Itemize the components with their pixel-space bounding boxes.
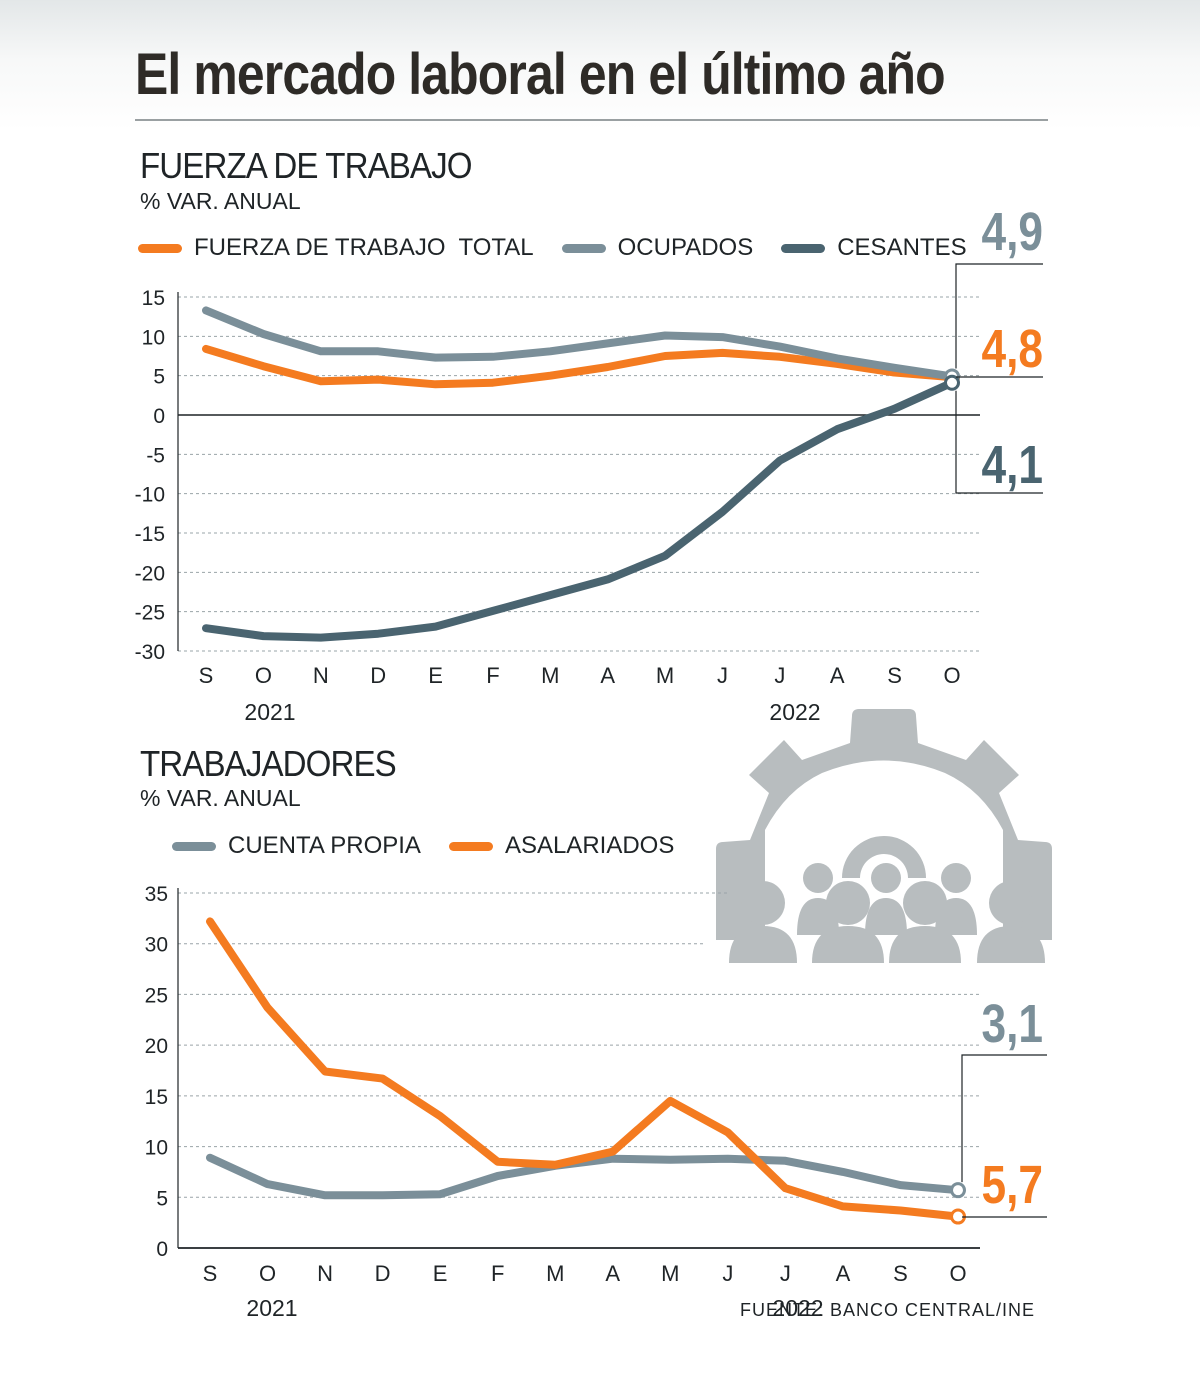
x-tick-label: O [943, 663, 960, 688]
year-label: 2021 [244, 699, 295, 725]
x-tick-label: M [661, 1261, 679, 1286]
callout-bracket [955, 263, 1043, 369]
series-line [206, 1153, 962, 1200]
y-tick-label: -10 [135, 484, 165, 507]
x-tick-label: A [830, 663, 845, 688]
chart1-subtitle: % VAR. ANUAL [140, 188, 301, 214]
x-tick-label: D [370, 663, 386, 688]
y-tick-label: 35 [145, 883, 168, 906]
legend-label: CUENTA PROPIA [228, 832, 421, 859]
x-tick-label: F [491, 1261, 504, 1286]
x-tick-label: J [774, 663, 785, 688]
series-line [206, 917, 962, 1221]
x-tick-label: A [836, 1261, 851, 1286]
year-label: 2022 [772, 1295, 823, 1321]
callout-bracket [961, 1054, 1047, 1183]
legend-label: OCUPADOS [617, 234, 754, 261]
x-tick-label: A [605, 1261, 620, 1286]
legend-label: FUERZA DE TRABAJO TOTAL [194, 234, 534, 261]
legend-item-cesantes: CESANTES [781, 234, 967, 262]
y-tick-label: 0 [156, 1238, 168, 1261]
year-label: 2022 [769, 699, 820, 725]
x-tick-label: D [375, 1261, 391, 1286]
legend-label: ASALARIADOS [504, 832, 675, 859]
page-title: El mercado laboral en el último año [135, 42, 946, 107]
y-tick-label: 20 [145, 1035, 168, 1058]
x-tick-label: E [428, 663, 443, 688]
y-tick-label: 25 [145, 984, 168, 1007]
title-divider [135, 119, 1048, 121]
x-tick-label: J [717, 663, 728, 688]
x-tick-label: N [313, 663, 329, 688]
series-line [202, 378, 956, 642]
y-tick-label: -20 [135, 562, 165, 585]
x-tick-label: S [887, 663, 902, 688]
series-line [202, 306, 956, 381]
x-tick-label: A [600, 663, 615, 688]
people-group [729, 863, 1045, 963]
x-tick-label: M [656, 663, 674, 688]
chart1-title: FUERZA DE TRABAJO [140, 145, 472, 186]
x-tick-label: M [541, 663, 559, 688]
callout-value: 4,1 [981, 435, 1043, 495]
x-tick-label: M [546, 1261, 564, 1286]
y-tick-label: 0 [153, 405, 165, 428]
y-tick-label: 10 [145, 1137, 168, 1160]
legend-swatch-dark [781, 243, 826, 253]
y-tick-label: 15 [145, 1086, 168, 1109]
legend-swatch-gray [172, 841, 216, 851]
source-note: FUENTE: BANCO CENTRAL/INE [740, 1300, 1036, 1320]
x-tick-label: N [317, 1261, 333, 1286]
y-tick-label: -30 [135, 641, 165, 664]
x-tick-label: F [486, 663, 499, 688]
chart2-title: TRABAJADORES [140, 743, 397, 784]
series-end-marker [944, 374, 960, 391]
x-tick-label: O [949, 1261, 966, 1286]
y-tick-label: 5 [156, 1187, 168, 1210]
gear-with-people-icon [716, 709, 1052, 963]
x-tick-label: J [780, 1261, 791, 1286]
legend-item-cuenta-propia: CUENTA PROPIA [172, 832, 421, 860]
callout-value: 4,9 [981, 202, 1043, 262]
x-tick-label: S [199, 663, 214, 688]
callout-value: 5,7 [981, 1155, 1043, 1215]
y-tick-label: 5 [153, 366, 165, 389]
chart2-subtitle: % VAR. ANUAL [140, 785, 301, 811]
x-tick-label: J [722, 1261, 733, 1286]
callout-value: 4,8 [981, 319, 1043, 379]
y-tick-label: 10 [142, 326, 165, 349]
y-tick-label: -15 [135, 523, 165, 546]
chart2-legend: CUENTA PROPIA ASALARIADOS [172, 832, 702, 860]
x-tick-label: S [203, 1261, 218, 1286]
x-tick-label: O [255, 663, 272, 688]
legend-swatch-gray [561, 243, 606, 253]
legend-item-ocupados: OCUPADOS [561, 234, 754, 262]
callout-bracket [955, 390, 1043, 494]
chart2-plot [177, 888, 1047, 1249]
y-tick-label: -25 [135, 602, 165, 625]
legend-swatch-orange [138, 243, 182, 253]
chart1-legend: FUERZA DE TRABAJO TOTAL OCUPADOS CESANTE… [138, 234, 995, 262]
legend-swatch-orange [448, 841, 493, 851]
y-tick-label: 30 [145, 934, 168, 957]
x-tick-label: O [259, 1261, 276, 1286]
y-tick-label: -5 [146, 444, 165, 467]
legend-item-asalariados: ASALARIADOS [448, 832, 675, 860]
series-line [202, 344, 956, 389]
x-tick-label: S [893, 1261, 908, 1286]
legend-item-fuerza-total: FUERZA DE TRABAJO TOTAL [138, 234, 534, 262]
x-tick-label: E [433, 1261, 448, 1286]
year-label: 2021 [246, 1295, 297, 1321]
series-end-marker [950, 1182, 966, 1199]
legend-label: CESANTES [837, 234, 967, 261]
y-tick-label: 15 [142, 287, 165, 310]
callout-value: 3,1 [981, 994, 1043, 1054]
gear-shape [716, 709, 1052, 940]
chart1-plot [177, 263, 1043, 652]
